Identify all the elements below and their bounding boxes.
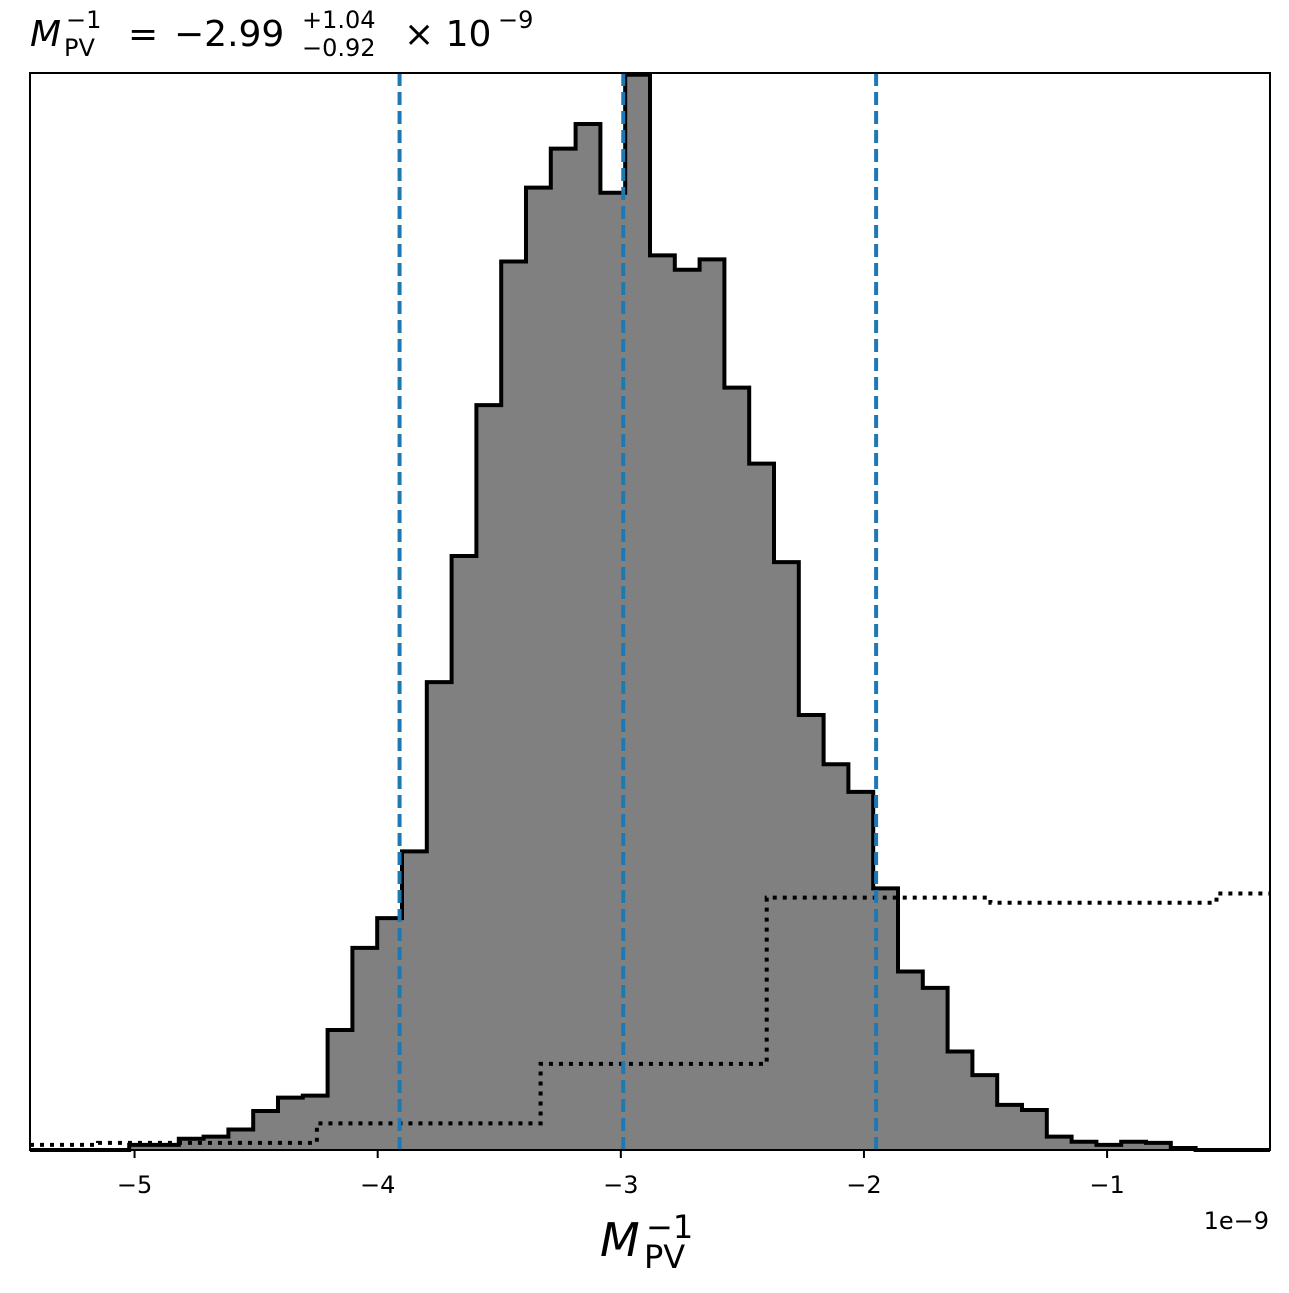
histogram-bar: [1146, 1142, 1172, 1150]
histogram-bar: [749, 463, 775, 1151]
x-offset-text: 1e−9: [1204, 1207, 1269, 1235]
histogram-bar: [1022, 1109, 1048, 1150]
title-lower-error: −0.92: [302, 34, 376, 62]
histogram-bar: [699, 259, 725, 1150]
histogram-bar: [1071, 1141, 1097, 1150]
histogram-bar: [327, 1029, 353, 1150]
histogram-bar: [352, 947, 378, 1150]
title-subscript: PV: [64, 34, 95, 62]
plot-area: −5 −4 −3 −2 −1: [29, 72, 1271, 1199]
histogram-bar: [550, 148, 577, 1150]
histogram-bar: [947, 1051, 973, 1150]
histogram-bar: [228, 1129, 254, 1150]
prior-step-line: [30, 891, 1270, 1147]
histogram-bar: [997, 1104, 1023, 1150]
histogram-bar: [154, 1144, 180, 1150]
histogram-layer: [30, 72, 1270, 1152]
x-axis-label: M −1 PV: [600, 1208, 693, 1276]
histogram-bar: [203, 1136, 229, 1150]
histogram-bar: [1096, 1144, 1122, 1150]
histogram-outline: [30, 72, 1270, 1152]
x-tick-label: −2: [846, 1171, 881, 1199]
x-tick-label: −1: [1089, 1171, 1124, 1199]
title-upper-error: +1.04: [302, 6, 376, 34]
histogram-bar: [129, 1144, 155, 1150]
histogram-bar: [501, 261, 527, 1150]
histogram-bar: [823, 764, 849, 1150]
plot-frame: [29, 72, 1271, 1151]
histogram-bar: [922, 987, 949, 1150]
histogram-bar: [426, 682, 453, 1150]
svg-text:M: M: [30, 14, 61, 55]
title-equals: =: [128, 14, 158, 55]
histogram-bar: [451, 555, 477, 1150]
x-axis-ticks: −5 −4 −3 −2 −1: [117, 1150, 1125, 1199]
x-tick-label: −3: [603, 1171, 638, 1199]
title-symbol: M: [30, 14, 61, 55]
histogram-bar: [898, 971, 924, 1150]
histogram-bar: [650, 255, 676, 1150]
xlabel-subscript: PV: [644, 1238, 685, 1276]
histogram-bar: [848, 791, 874, 1150]
histogram-bar: [625, 74, 651, 1151]
histogram-bar: [774, 562, 800, 1150]
histogram-bar: [575, 124, 601, 1150]
histogram-bar: [674, 269, 701, 1150]
xlabel-symbol: M: [600, 1213, 640, 1267]
title-exponent: −9: [498, 6, 533, 34]
histogram-bar: [302, 1095, 329, 1150]
x-tick-label: −4: [360, 1171, 395, 1199]
histogram-bar: [402, 851, 428, 1150]
xlabel-superscript: −1: [646, 1208, 693, 1246]
histogram-bar: [526, 187, 552, 1150]
title-superscript: −1: [66, 6, 101, 34]
histogram-bar: [798, 714, 825, 1150]
histogram-bar: [972, 1075, 998, 1150]
prior-layer: [30, 891, 1270, 1147]
x-tick-label: −5: [117, 1171, 152, 1199]
chart-title: M −1 PV = −2.99 +1.04 −0.92 × 10 −9: [30, 6, 533, 62]
histogram-bar: [253, 1111, 279, 1150]
histogram-bar: [724, 387, 750, 1150]
histogram-bar: [1046, 1136, 1073, 1150]
quantile-lines: [397, 73, 879, 1150]
histogram-bar: [476, 405, 502, 1150]
histogram-bar: [1121, 1141, 1147, 1150]
title-value: −2.99: [174, 14, 284, 55]
title-exponent-base: × 10: [404, 14, 491, 55]
